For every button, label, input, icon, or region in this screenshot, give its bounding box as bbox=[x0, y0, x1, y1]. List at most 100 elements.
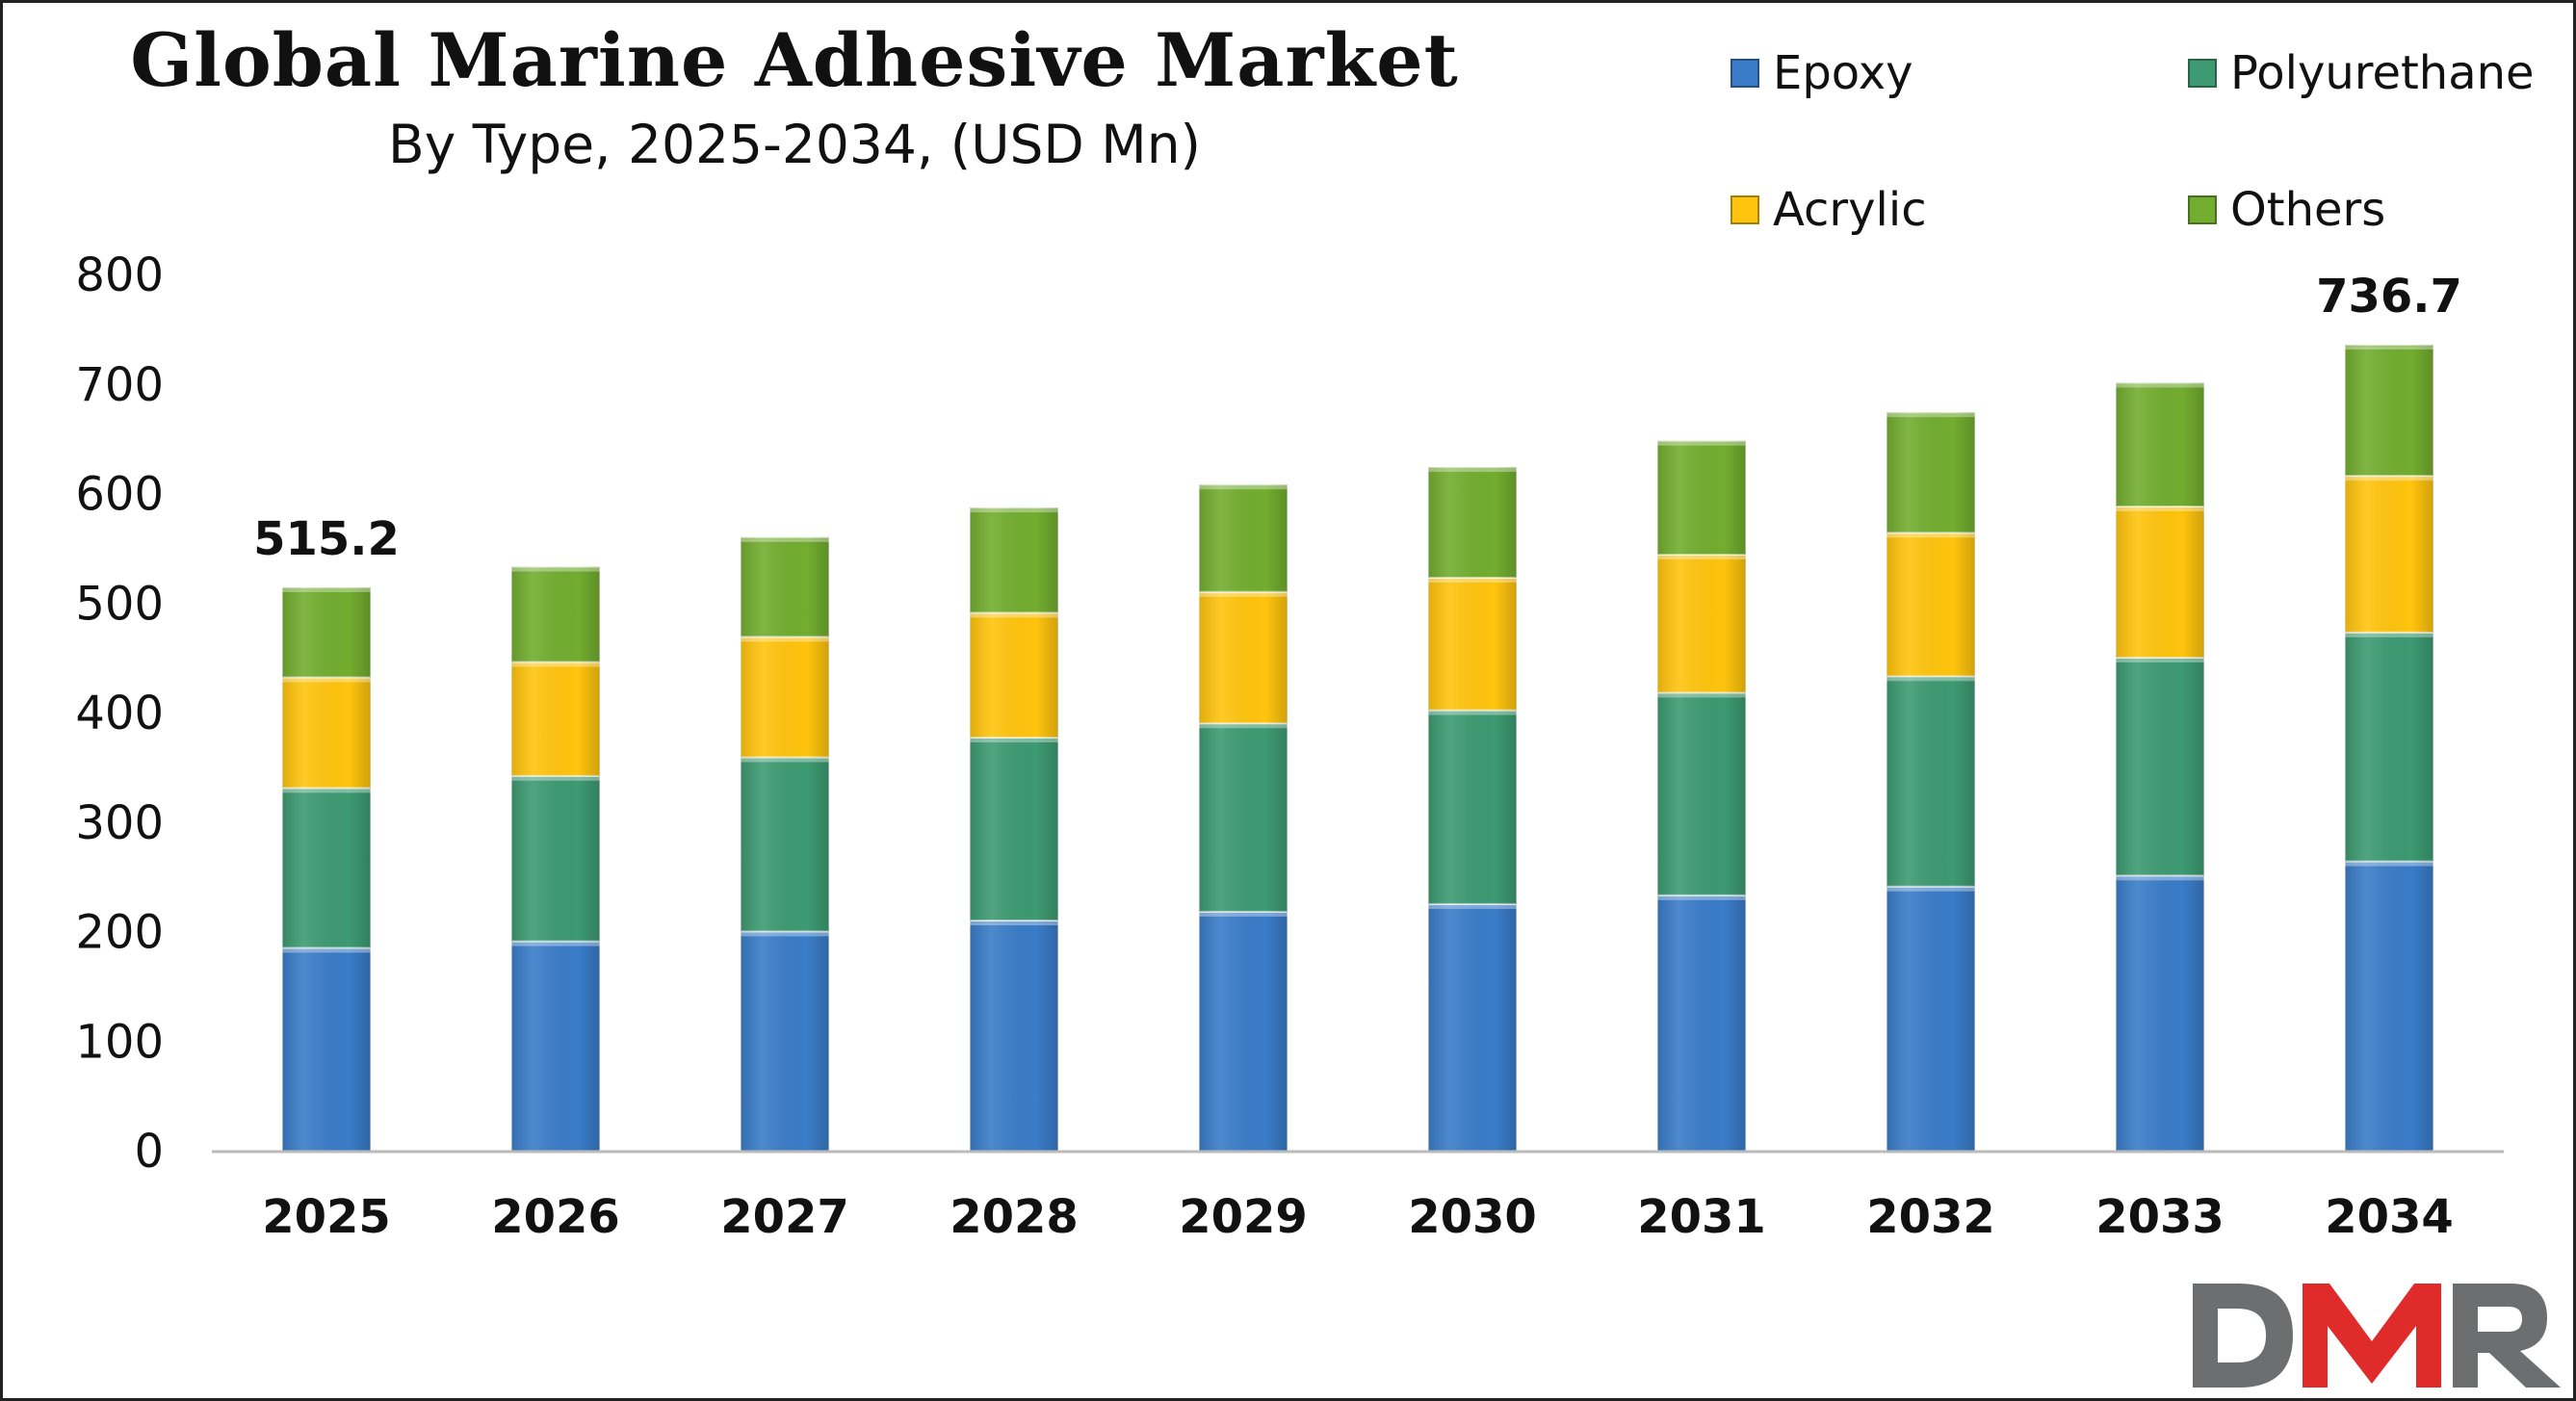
x-tick-label: 2028 bbox=[950, 1190, 1079, 1244]
bar-bevel-2033-polyurethane bbox=[2116, 657, 2204, 662]
bar-2032-epoxy bbox=[1886, 885, 1976, 1153]
bar-bevel-2032-acrylic bbox=[1886, 532, 1975, 538]
legend-label-polyurethane: Polyurethane bbox=[2230, 46, 2535, 100]
bar-2025-polyurethane bbox=[281, 787, 372, 949]
bar-2034-epoxy bbox=[2344, 860, 2434, 1153]
y-axis: 0 100 200 300 400 500 600 700 800 bbox=[75, 248, 164, 1179]
legend-swatch-epoxy bbox=[1730, 59, 1759, 88]
bar-bevel-2027-polyurethane bbox=[741, 757, 829, 763]
bar-2028-epoxy bbox=[969, 919, 1059, 1153]
y-tick-label: 0 bbox=[134, 1125, 164, 1179]
bar-2026-polyurethane bbox=[510, 774, 601, 943]
data-label-2034: 736.7 bbox=[2316, 270, 2462, 324]
bar-2031-acrylic bbox=[1656, 554, 1747, 694]
legend-label-epoxy: Epoxy bbox=[1773, 46, 1913, 100]
bar-2029-polyurethane bbox=[1198, 722, 1288, 913]
bar-2029-others bbox=[1198, 483, 1288, 593]
bar-2027-others bbox=[740, 535, 830, 638]
y-tick-label: 700 bbox=[75, 358, 164, 412]
bar-bevel-2032-epoxy bbox=[1886, 886, 1975, 892]
bar-bevel-2031-epoxy bbox=[1657, 895, 1746, 900]
bar-bevel-2034-epoxy bbox=[2345, 861, 2433, 867]
legend-item-polyurethane: Polyurethane bbox=[2188, 46, 2535, 100]
bar-2027-acrylic bbox=[740, 636, 830, 759]
bar-2028-acrylic bbox=[969, 611, 1059, 739]
bar-2030-epoxy bbox=[1427, 902, 1518, 1153]
bar-bevel-2033-others bbox=[2116, 382, 2204, 388]
bar-bevel-2030-acrylic bbox=[1428, 577, 1517, 583]
bar-2026-epoxy bbox=[510, 940, 601, 1153]
bar-bevel-2034-polyurethane bbox=[2345, 632, 2433, 637]
x-tick-label: 2026 bbox=[491, 1190, 620, 1244]
data-labels: 515.2 736.7 bbox=[253, 270, 2462, 566]
bar-bevel-2034-others bbox=[2345, 345, 2433, 350]
legend-item-epoxy: Epoxy bbox=[1730, 46, 1913, 100]
legend-label-others: Others bbox=[2230, 183, 2386, 237]
bar-bevel-2027-acrylic bbox=[741, 636, 829, 642]
bar-bevel-2033-epoxy bbox=[2116, 875, 2204, 881]
bar-2034-others bbox=[2344, 344, 2434, 478]
x-axis: 2025 2026 2027 2028 2029 2030 2031 2032 2033 2034 bbox=[262, 1190, 2454, 1244]
bar-2027-epoxy bbox=[740, 930, 830, 1153]
bar-bevel-2027-epoxy bbox=[741, 931, 829, 937]
y-tick-label: 400 bbox=[75, 687, 164, 740]
y-tick-label: 200 bbox=[75, 906, 164, 960]
bar-bevel-2031-acrylic bbox=[1657, 555, 1746, 560]
bar-2031-polyurethane bbox=[1656, 691, 1747, 896]
x-tick-label: 2029 bbox=[1179, 1190, 1308, 1244]
bar-bevel-2030-polyurethane bbox=[1428, 710, 1517, 715]
x-tick-label: 2031 bbox=[1637, 1190, 1766, 1244]
legend-swatch-acrylic bbox=[1730, 195, 1759, 224]
bar-bevel-2030-others bbox=[1428, 467, 1517, 473]
x-tick-label: 2027 bbox=[720, 1190, 849, 1244]
bar-2028-others bbox=[969, 506, 1059, 614]
x-tick-label: 2033 bbox=[2095, 1190, 2225, 1244]
bar-2025-acrylic bbox=[281, 676, 372, 790]
bar-bevel-2028-others bbox=[970, 507, 1058, 513]
bar-2026-acrylic bbox=[510, 661, 601, 777]
bar-bevel-2029-epoxy bbox=[1199, 911, 1288, 917]
bar-2032-acrylic bbox=[1886, 532, 1976, 678]
bar-2030-acrylic bbox=[1427, 576, 1518, 712]
x-tick-label: 2034 bbox=[2325, 1190, 2454, 1244]
y-tick-label: 300 bbox=[75, 796, 164, 850]
legend-item-acrylic: Acrylic bbox=[1730, 183, 1927, 237]
bar-bevel-2032-polyurethane bbox=[1886, 676, 1975, 682]
bar-bevel-2033-acrylic bbox=[2116, 506, 2204, 512]
bar-bevel-2032-others bbox=[1886, 412, 1975, 418]
bar-bevel-2028-polyurethane bbox=[970, 738, 1058, 743]
bar-bevel-2031-polyurethane bbox=[1657, 692, 1746, 698]
y-tick-label: 500 bbox=[75, 577, 164, 631]
x-tick-label: 2032 bbox=[1866, 1190, 1995, 1244]
legend-item-others: Others bbox=[2188, 183, 2385, 237]
bar-bevel-2025-polyurethane bbox=[282, 788, 371, 793]
bar-bevel-2029-others bbox=[1199, 484, 1288, 490]
bar-2030-others bbox=[1427, 466, 1518, 579]
bar-2033-polyurethane bbox=[2115, 656, 2205, 877]
bar-2031-epoxy bbox=[1656, 894, 1747, 1153]
bar-bevel-2026-others bbox=[511, 566, 600, 572]
bar-bevel-2028-epoxy bbox=[970, 920, 1058, 925]
bar-bevel-2029-acrylic bbox=[1199, 591, 1288, 597]
bar-bevel-2029-polyurethane bbox=[1199, 723, 1288, 729]
bar-2033-epoxy bbox=[2115, 874, 2205, 1153]
bar-bevel-2026-polyurethane bbox=[511, 775, 600, 781]
x-tick-label: 2025 bbox=[262, 1190, 391, 1244]
data-label-2025: 515.2 bbox=[253, 512, 400, 566]
chart-title: Global Marine Adhesive Market bbox=[130, 17, 1459, 103]
bar-bevel-2031-others bbox=[1657, 440, 1746, 446]
bar-2028-polyurethane bbox=[969, 737, 1059, 921]
bar-bevel-2025-epoxy bbox=[282, 947, 371, 953]
bar-bevel-2027-others bbox=[741, 536, 829, 542]
dmr-logo bbox=[2193, 1284, 2561, 1388]
bar-bevel-2026-acrylic bbox=[511, 662, 600, 667]
bars bbox=[281, 344, 2434, 1154]
bar-2032-others bbox=[1886, 411, 1976, 534]
y-tick-label: 800 bbox=[75, 248, 164, 302]
bar-2034-polyurethane bbox=[2344, 631, 2434, 863]
bar-bevel-2025-others bbox=[282, 586, 371, 592]
legend-swatch-polyurethane bbox=[2188, 59, 2217, 88]
bar-2025-others bbox=[281, 585, 372, 679]
bar-2033-acrylic bbox=[2115, 506, 2205, 659]
